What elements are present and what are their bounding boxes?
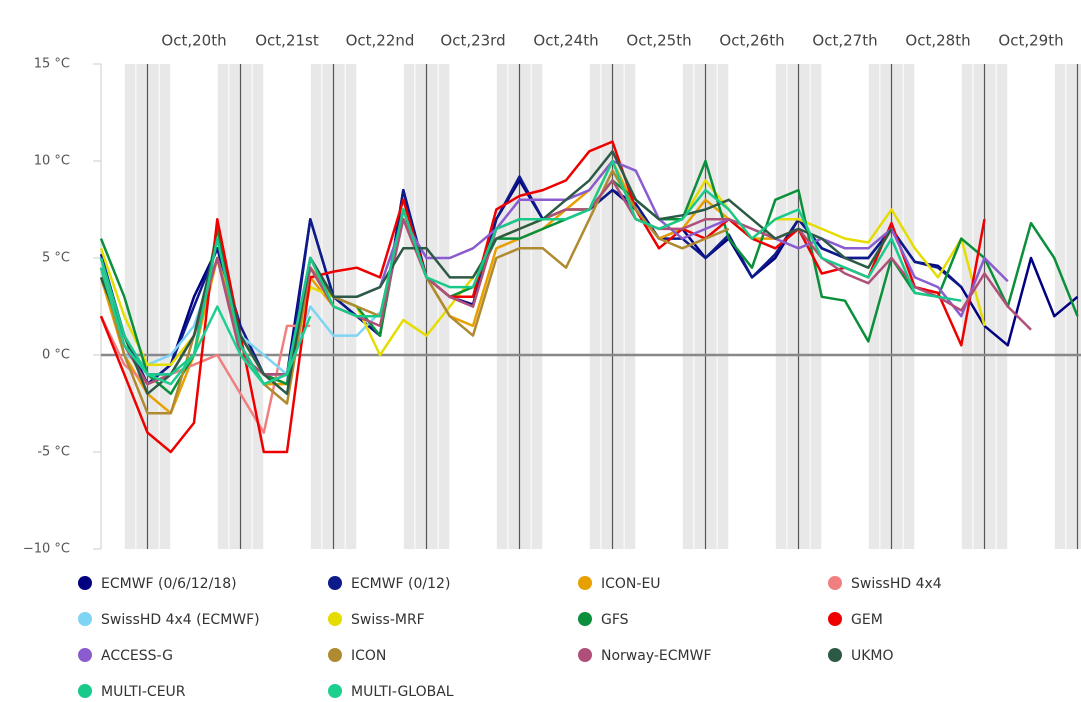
- legend-label: ICON: [351, 648, 386, 664]
- x-tick-label: Oct,27th: [812, 32, 877, 50]
- legend-label: MULTI-GLOBAL: [351, 684, 454, 700]
- legend-label: MULTI-CEUR: [101, 684, 186, 700]
- legend-label: ACCESS-G: [101, 648, 173, 664]
- legend-label: UKMO: [851, 648, 894, 664]
- legend-marker: [328, 612, 342, 626]
- legend-marker: [78, 612, 92, 626]
- legend-marker: [828, 576, 842, 590]
- y-tick-label: 0 °C: [42, 348, 70, 363]
- legend-marker: [578, 612, 592, 626]
- legend-marker: [328, 576, 342, 590]
- x-tick-label: Oct,22nd: [346, 32, 415, 50]
- x-tick-label: Oct,26th: [719, 32, 784, 50]
- y-tick-label: -5 °C: [37, 445, 70, 460]
- legend-marker: [78, 576, 92, 590]
- legend-label: SwissHD 4x4 (ECMWF): [101, 612, 260, 628]
- series-line: [99, 267, 312, 386]
- series-line: [99, 179, 1032, 386]
- legend-marker: [578, 576, 592, 590]
- legend-marker: [78, 648, 92, 662]
- y-tick-label: 15 °C: [34, 57, 70, 72]
- series-line: [99, 150, 893, 396]
- y-tick-label: 10 °C: [34, 154, 70, 169]
- series-line: [99, 175, 963, 386]
- legend-label: ECMWF (0/6/12/18): [101, 576, 237, 592]
- x-tick-label: Oct,24th: [533, 32, 598, 50]
- x-tick-label: Oct,28th: [905, 32, 970, 50]
- legend-marker: [828, 612, 842, 626]
- legend-label: Norway-ECMWF: [601, 648, 712, 664]
- legend-label: Swiss-MRF: [351, 612, 425, 628]
- legend-marker: [328, 648, 342, 662]
- legend-label: GFS: [601, 612, 629, 628]
- x-tick-label: Oct,29th: [998, 32, 1063, 50]
- y-tick-label: 5 °C: [42, 251, 70, 266]
- legend-label: GEM: [851, 612, 883, 628]
- x-tick-label: Oct,20th: [161, 32, 226, 50]
- legend-label: ECMWF (0/12): [351, 576, 450, 592]
- x-tick-label: Oct,21st: [255, 32, 319, 50]
- x-tick-label: Oct,23rd: [440, 32, 505, 50]
- y-tick-label: −10 °C: [23, 542, 70, 557]
- series-line: [99, 159, 962, 386]
- legend-marker: [328, 684, 342, 698]
- legend-marker: [78, 684, 92, 698]
- legend-marker: [578, 648, 592, 662]
- legend-marker: [828, 648, 842, 662]
- legend-label: SwissHD 4x4: [851, 576, 942, 592]
- legend-label: ICON-EU: [601, 576, 661, 592]
- x-tick-label: Oct,25th: [626, 32, 691, 50]
